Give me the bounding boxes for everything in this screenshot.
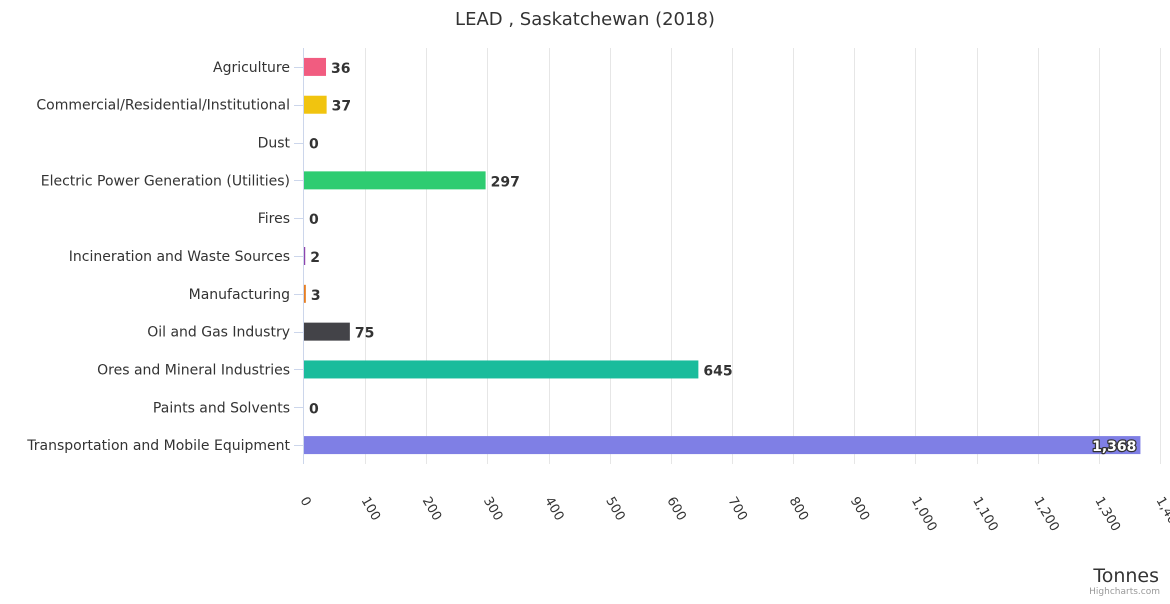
category-label: Transportation and Mobile Equipment (26, 438, 290, 454)
x-tick-label: 1,000 (908, 495, 940, 535)
category-label: Commercial/Residential/Institutional (36, 98, 290, 114)
credits-link[interactable]: Highcharts.com (1089, 587, 1160, 597)
category-label: Ores and Mineral Industries (97, 362, 290, 378)
bar-2[interactable] (304, 95, 327, 114)
category-label: Fires (258, 211, 290, 227)
chart-title: LEAD , Saskatchewan (2018) (455, 9, 715, 30)
bar-1[interactable] (304, 57, 327, 76)
x-tick-label: 1,100 (969, 495, 1001, 535)
category-label: Incineration and Waste Sources (69, 249, 290, 265)
value-axis: 0 100 200 300 400 500 600 700 800 900 1,000 1,100 1,… (297, 495, 1170, 535)
data-label: 0 (309, 401, 319, 417)
bar-4[interactable] (304, 171, 486, 190)
category-axis: Agriculture Commercial/Residential/Instit… (26, 48, 304, 464)
gridlines (365, 48, 1161, 464)
x-tick-label: 1,400 (1153, 495, 1170, 535)
x-tick-label: 900 (847, 495, 872, 524)
x-tick-label: 300 (480, 495, 505, 524)
x-tick-label: 0 (297, 495, 314, 510)
data-label: 297 (491, 174, 520, 190)
data-label: 1,368 (1092, 439, 1136, 455)
x-tick-label: 600 (663, 495, 688, 524)
data-label: 36 (331, 61, 350, 77)
category-label: Agriculture (213, 60, 290, 76)
category-label: Electric Power Generation (Utilities) (41, 173, 290, 189)
data-label: 2 (310, 250, 320, 266)
x-tick-label: 500 (602, 495, 627, 524)
data-label: 645 (703, 363, 732, 379)
bar-9[interactable] (304, 360, 699, 379)
category-label: Manufacturing (189, 287, 290, 303)
bar-11[interactable] (304, 436, 1141, 455)
x-tick-label: 1,300 (1091, 495, 1123, 535)
x-tick-label: 700 (725, 495, 750, 524)
x-tick-label: 200 (419, 495, 444, 524)
data-label: 75 (355, 326, 374, 342)
x-tick-label: 800 (786, 495, 811, 524)
x-tick-label: 1,200 (1030, 495, 1062, 535)
x-axis-title: Tonnes (1092, 565, 1159, 587)
data-label: 37 (332, 99, 351, 115)
data-label: 0 (309, 137, 319, 153)
bar-8[interactable] (304, 322, 350, 341)
x-tick-label: 100 (358, 495, 383, 524)
bars (304, 57, 1141, 455)
data-labels: 36 37 0 297 0 2 3 75 645 0 1,368 (309, 61, 1138, 456)
x-tick-label: 400 (541, 495, 566, 524)
category-label: Dust (258, 136, 291, 152)
bar-7[interactable] (304, 284, 306, 303)
category-label: Oil and Gas Industry (147, 325, 290, 341)
bar-6[interactable] (304, 247, 306, 265)
data-label: 0 (309, 212, 319, 228)
data-label: 3 (311, 288, 321, 304)
category-label: Paints and Solvents (153, 400, 290, 416)
